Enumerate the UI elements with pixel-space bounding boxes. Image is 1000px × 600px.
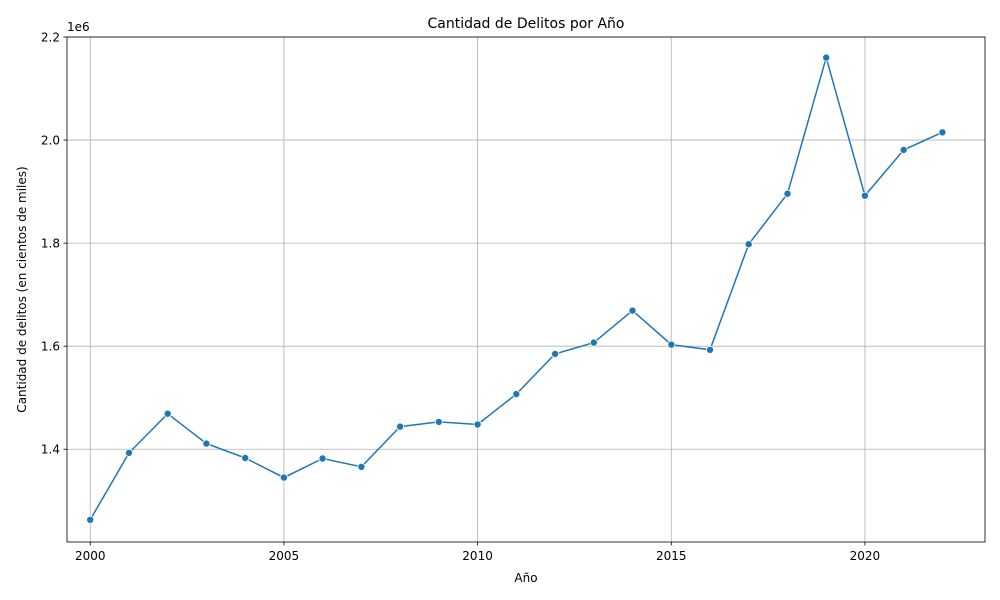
data-point [318,454,327,463]
data-point [667,340,676,349]
data-point [125,448,134,457]
data-point [551,349,560,358]
data-point [241,453,250,462]
data-point [628,306,637,315]
data-point [202,439,211,448]
data-point [473,420,482,429]
data-point [357,462,366,471]
x-tick-label: 2020 [850,549,881,563]
y-axis-label: Cantidad de delitos (en cientos de miles… [15,166,29,412]
data-point [86,515,95,524]
y-tick-label: 2.2 [41,31,60,45]
y-tick-label: 2.0 [41,134,60,148]
data-point [860,191,869,200]
data-point [938,128,947,137]
data-point [822,53,831,62]
data-point [783,189,792,198]
y-tick-label: 1.6 [41,340,60,354]
x-tick-label: 2005 [269,549,300,563]
chart-title: Cantidad de Delitos por Año [427,16,624,32]
y-tick-label: 1.8 [41,237,60,251]
x-tick-label: 2015 [656,549,687,563]
grid [67,36,985,542]
data-point [744,240,753,249]
data-point [279,473,288,482]
data-point [706,345,715,354]
x-tick-label: 2000 [75,549,106,563]
data-point [512,390,521,399]
y-axis-offset-label: 1e6 [67,20,90,34]
axis-ticks: 2000 2005 2010 2015 2020 1.4 1.6 1.8 2.0 2.2 [41,31,880,564]
data-point [396,422,405,431]
plot-frame [66,36,986,543]
data-point [899,145,908,154]
x-tick-label: 2010 [462,549,493,563]
data-point [434,417,443,426]
x-axis-label: Año [514,571,537,585]
series-layer [86,53,947,524]
data-point [589,338,598,347]
data-point [163,409,172,418]
series-line [89,54,943,521]
y-tick-label: 1.4 [41,443,60,457]
